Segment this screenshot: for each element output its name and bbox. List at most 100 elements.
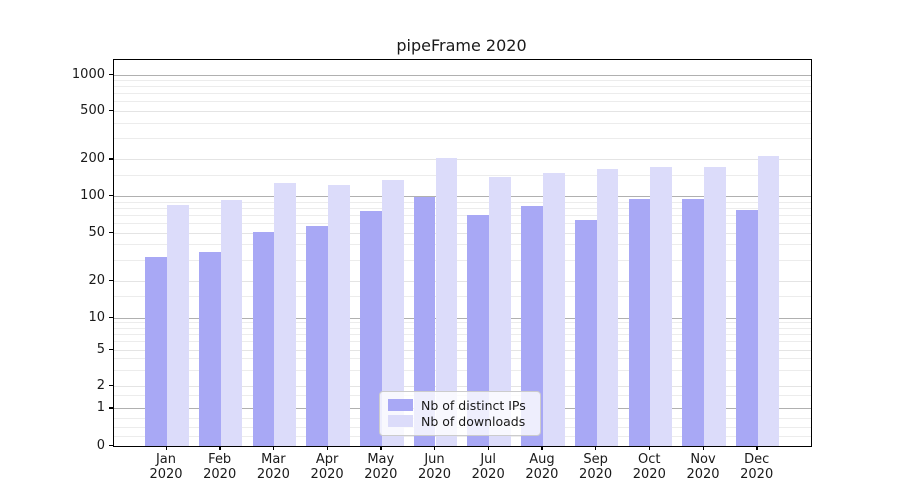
bar-downloads xyxy=(328,184,350,446)
gridline xyxy=(114,436,811,438)
legend-swatch-distinct-ips xyxy=(388,399,413,411)
gridline xyxy=(114,322,811,324)
gridline xyxy=(114,111,811,113)
bar-downloads xyxy=(704,167,726,446)
x-tick-label: Jun 2020 xyxy=(417,452,452,482)
x-tick-mark xyxy=(756,446,758,450)
legend-label: Nb of distinct IPs xyxy=(421,397,526,413)
gridline xyxy=(114,74,811,76)
x-tick-label: Apr 2020 xyxy=(310,452,344,482)
x-tick-mark xyxy=(219,446,221,450)
bar-distinct-ips xyxy=(521,206,543,446)
bar-downloads xyxy=(381,179,404,446)
x-tick-mark xyxy=(702,446,704,450)
gridline xyxy=(114,349,811,351)
y-tick-mark xyxy=(109,279,113,282)
bar-distinct-ips xyxy=(413,196,436,446)
gridline xyxy=(114,201,811,203)
x-tick-mark xyxy=(326,446,328,450)
x-tick-label: Aug 2020 xyxy=(525,452,559,482)
x-tick-mark xyxy=(380,446,382,450)
legend: Nb of distinct IPs Nb of downloads xyxy=(379,391,541,436)
x-tick-mark xyxy=(595,446,597,450)
bar-distinct-ips xyxy=(682,198,704,446)
gridline xyxy=(114,101,811,103)
gridline xyxy=(114,296,811,298)
gridline xyxy=(114,174,811,176)
gridline xyxy=(114,207,811,209)
y-tick-mark xyxy=(109,316,113,318)
y-tick-label: 0 xyxy=(96,437,105,453)
y-tick-label: 2 xyxy=(96,377,105,393)
gridline xyxy=(114,369,811,371)
bar-downloads xyxy=(757,155,780,446)
x-tick-label: Dec 2020 xyxy=(740,452,774,482)
bar-downloads xyxy=(220,199,243,446)
x-tick-mark xyxy=(165,446,167,450)
x-tick-label: Jul 2020 xyxy=(471,452,505,482)
gridline xyxy=(114,341,811,343)
gridline xyxy=(114,385,811,387)
y-tick-mark xyxy=(109,195,113,197)
gridline xyxy=(114,196,811,197)
chart-title: pipeFrame 2020 xyxy=(396,36,527,55)
bar-distinct-ips xyxy=(306,226,329,446)
y-tick-label: 200 xyxy=(80,151,105,167)
gridline xyxy=(114,214,811,216)
gridline xyxy=(114,86,811,88)
y-tick-label: 1 xyxy=(96,400,105,416)
bar-distinct-ips xyxy=(252,232,275,446)
gridline xyxy=(114,232,811,234)
bar-downloads xyxy=(596,169,619,446)
x-tick-mark xyxy=(541,446,543,450)
y-tick-mark xyxy=(109,384,113,386)
gridline xyxy=(114,259,811,261)
x-tick-label: Jan 2020 xyxy=(149,452,183,482)
x-tick-label: Feb 2020 xyxy=(203,452,237,482)
x-tick-label: Oct 2020 xyxy=(632,452,666,482)
bar-distinct-ips xyxy=(735,209,758,446)
x-tick-mark xyxy=(648,446,651,450)
bar-downloads xyxy=(489,177,511,446)
bar-distinct-ips xyxy=(467,214,490,446)
y-tick-mark xyxy=(109,231,113,233)
bar-distinct-ips xyxy=(145,256,167,446)
x-tick-mark xyxy=(434,446,436,450)
gridline xyxy=(114,280,811,282)
bar-distinct-ips xyxy=(574,220,597,446)
legend-label: Nb of downloads xyxy=(421,413,526,429)
bar-downloads xyxy=(435,158,458,446)
x-tick-label: May 2020 xyxy=(364,452,398,482)
x-tick-label: Nov 2020 xyxy=(686,452,720,482)
y-tick-mark xyxy=(109,158,113,160)
gridline xyxy=(114,333,811,335)
gridline xyxy=(114,222,811,224)
legend-entry-downloads: Nb of downloads xyxy=(388,413,532,429)
bar-distinct-ips xyxy=(360,210,382,446)
gridline xyxy=(114,93,811,95)
x-tick-label: Sep 2020 xyxy=(579,452,613,482)
y-tick-mark xyxy=(109,407,113,409)
gridline xyxy=(114,244,811,246)
plot-area xyxy=(113,59,812,447)
gridline xyxy=(114,358,811,360)
y-tick-label: 5 xyxy=(96,341,105,357)
y-tick-label: 500 xyxy=(80,103,105,119)
bar-downloads xyxy=(167,205,189,446)
gridline xyxy=(114,122,811,124)
gridline xyxy=(114,138,811,140)
legend-swatch-downloads xyxy=(388,415,413,427)
y-tick-label: 1000 xyxy=(71,66,105,82)
x-tick-mark xyxy=(487,446,490,450)
y-tick-mark xyxy=(109,348,113,350)
x-tick-mark xyxy=(272,446,275,450)
gridline xyxy=(114,317,811,319)
bar-downloads xyxy=(274,183,297,446)
bar-downloads xyxy=(650,167,673,446)
bar-distinct-ips xyxy=(628,198,651,446)
y-tick-mark xyxy=(109,444,113,446)
legend-entry-distinct-ips: Nb of distinct IPs xyxy=(388,397,532,413)
x-tick-label: Mar 2020 xyxy=(256,452,290,482)
y-tick-mark xyxy=(109,110,113,112)
